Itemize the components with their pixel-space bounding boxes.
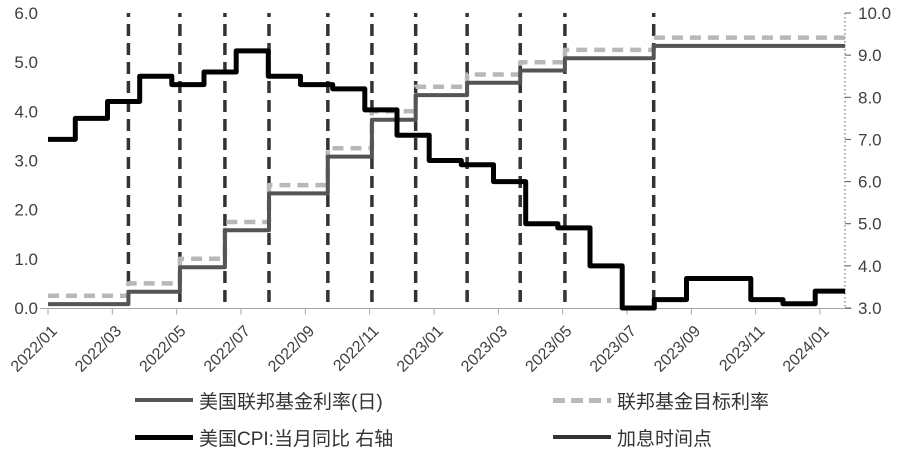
cpi-rate-chart: 2022/01 2022/03 2022/05 2022/07 2022/09 2022/…	[8, 4, 891, 376]
legend-label-cpi: 美国CPI:当月同比 右轴	[199, 428, 394, 450]
svg-text:2022/09: 2022/09	[265, 323, 318, 376]
svg-text:2023/11: 2023/11	[716, 323, 768, 375]
target-rate-dashed-line-swatch	[553, 397, 611, 403]
legend-label-hike-timepoints: 加息时间点	[617, 428, 713, 450]
legend-item-fed-funds-rate: 美国联邦基金利率(日)	[135, 389, 383, 413]
hike-timepoint-line-swatch	[553, 435, 611, 439]
legend-item-target-rate: 联邦基金目标利率	[553, 389, 770, 413]
svg-text:6.0: 6.0	[858, 173, 882, 192]
svg-text:2023/05: 2023/05	[523, 323, 576, 376]
svg-text:1.0: 1.0	[14, 250, 38, 269]
svg-text:4.0: 4.0	[14, 102, 38, 121]
legend-item-cpi: 美国CPI:当月同比 右轴	[135, 426, 394, 450]
svg-text:5.0: 5.0	[858, 215, 882, 234]
svg-text:2023/07: 2023/07	[587, 323, 640, 376]
svg-text:7.0: 7.0	[858, 130, 882, 149]
svg-text:2023/09: 2023/09	[651, 323, 704, 376]
cpi-line-swatch	[135, 434, 193, 440]
svg-text:6.0: 6.0	[14, 4, 38, 23]
legend-label-target-rate: 联邦基金目标利率	[617, 391, 770, 413]
svg-text:2.0: 2.0	[14, 201, 38, 220]
svg-text:8.0: 8.0	[858, 88, 882, 107]
svg-text:5.0: 5.0	[14, 53, 38, 72]
svg-text:2023/01: 2023/01	[394, 323, 447, 376]
svg-text:2024/01: 2024/01	[780, 323, 833, 376]
legend-item-hike-timepoints: 加息时间点	[553, 426, 713, 450]
svg-text:2022/11: 2022/11	[330, 323, 382, 375]
svg-text:2023/03: 2023/03	[458, 323, 511, 376]
legend-label-fed-funds-rate: 美国联邦基金利率(日)	[199, 391, 383, 413]
fed-funds-rate-line-swatch	[135, 398, 193, 402]
svg-text:2022/07: 2022/07	[201, 323, 254, 376]
svg-text:0.0: 0.0	[14, 299, 38, 318]
svg-text:4.0: 4.0	[858, 257, 882, 276]
svg-text:10.0: 10.0	[858, 4, 891, 23]
svg-text:2022/01: 2022/01	[8, 323, 61, 376]
svg-text:3.0: 3.0	[858, 299, 882, 318]
svg-text:2022/05: 2022/05	[137, 323, 190, 376]
svg-text:9.0: 9.0	[858, 46, 882, 65]
svg-text:3.0: 3.0	[14, 152, 38, 171]
svg-text:2022/03: 2022/03	[72, 323, 125, 376]
